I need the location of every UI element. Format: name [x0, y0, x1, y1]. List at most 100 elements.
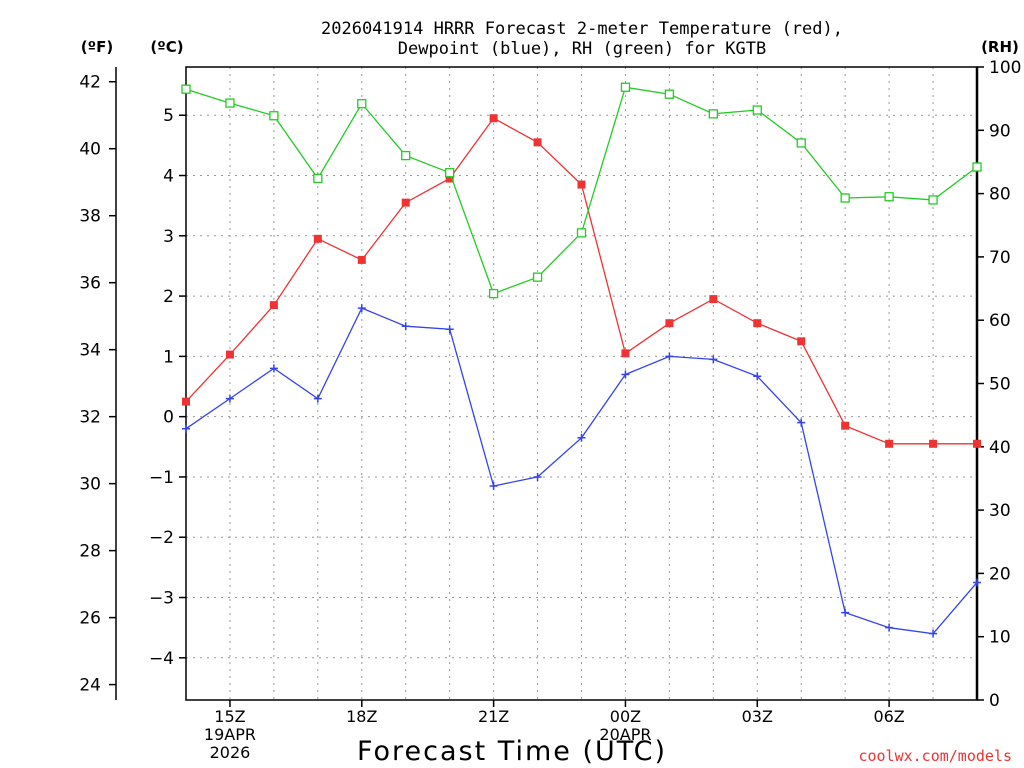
- chart-title-line-2: Dewpoint (blue), RH (green) for KGTB: [398, 39, 766, 59]
- rh-point: [401, 150, 411, 161]
- celsius-unit-label: (ºC): [150, 38, 183, 56]
- fahrenheit-tick-label: 34: [79, 341, 101, 361]
- dewpoint-point: [929, 629, 938, 638]
- temperature-point: [885, 439, 894, 448]
- celsius-tick-label: 0: [163, 408, 174, 428]
- rh-tick-label: 20: [989, 564, 1011, 584]
- dewpoint-point: [401, 322, 410, 331]
- x-tick-label: 21Z: [478, 707, 509, 726]
- dewpoint-point: [753, 372, 762, 381]
- temperature-point: [401, 198, 410, 207]
- dewpoint-point: [577, 433, 586, 442]
- x-tick-label: 00Z: [610, 707, 641, 726]
- dewpoint-point: [533, 472, 542, 481]
- fahrenheit-tick-label: 26: [79, 609, 101, 629]
- rh-point: [225, 98, 235, 108]
- temperature-point: [313, 234, 322, 243]
- rh-tick-label: 50: [989, 375, 1011, 395]
- dewpoint-line: [185, 307, 978, 635]
- fahrenheit-tick-label: 30: [79, 475, 101, 495]
- temperature-point: [929, 439, 938, 448]
- rh-line: [185, 86, 978, 295]
- x-tick-label: 2026: [210, 743, 251, 762]
- dewpoint-point: [709, 355, 718, 364]
- rh-point: [313, 173, 323, 184]
- temperature-point: [753, 319, 762, 328]
- rh-tick-label: 100: [989, 58, 1021, 78]
- temperature-point: [665, 319, 674, 328]
- dewpoint-point: [841, 608, 850, 617]
- temperature-point: [973, 439, 981, 448]
- temperature-point: [577, 180, 586, 189]
- x-tick-label: 20APR: [599, 725, 651, 744]
- dewpoint-point: [973, 578, 981, 587]
- rh-point: [928, 195, 938, 205]
- x-tick-label: 15Z: [214, 707, 245, 726]
- rh-point: [445, 168, 455, 178]
- rh-tick-label: 60: [989, 311, 1011, 331]
- fahrenheit-unit-label: (ºF): [81, 38, 113, 56]
- rh-point: [708, 109, 718, 119]
- temperature-point: [445, 174, 454, 183]
- rh-tick-label: 30: [989, 501, 1011, 521]
- rh-point: [972, 162, 982, 172]
- celsius-tick-label: 5: [163, 106, 174, 126]
- fahrenheit-tick-label: 42: [79, 73, 101, 93]
- fahrenheit-tick-label: 32: [79, 408, 101, 428]
- rh-point: [576, 228, 587, 238]
- rh-point: [840, 193, 850, 203]
- fahrenheit-tick-label: 24: [79, 676, 101, 696]
- dewpoint-point: [445, 325, 454, 334]
- temperature-point: [709, 295, 718, 304]
- temperature-point: [841, 421, 850, 430]
- rh-tick-label: 80: [989, 185, 1011, 205]
- celsius-tick-label: −3: [149, 589, 174, 609]
- rh-point: [532, 272, 543, 282]
- chart-title-line-1: 2026041914 HRRR Forecast 2-meter Tempera…: [321, 19, 843, 39]
- grid-lines: [186, 67, 977, 700]
- dewpoint-point: [182, 424, 190, 433]
- temperature-point: [269, 301, 278, 310]
- dewpoint-point: [269, 364, 278, 373]
- dewpoint-point: [225, 394, 234, 403]
- dewpoint-point: [313, 394, 322, 403]
- celsius-tick-label: 1: [163, 347, 174, 367]
- dewpoint-point: [489, 481, 498, 490]
- rh-tick-label: 70: [989, 248, 1011, 268]
- dewpoint-point: [797, 418, 806, 427]
- rh-tick-label: 0: [989, 691, 1000, 711]
- dewpoint-point: [357, 304, 366, 313]
- rh-unit-label: (RH): [981, 38, 1019, 56]
- rh-point: [796, 138, 806, 148]
- x-tick-label: 03Z: [742, 707, 773, 726]
- dewpoint-point: [621, 370, 630, 379]
- rh-point: [488, 288, 499, 299]
- temperature-point: [489, 114, 498, 123]
- dewpoint-point: [885, 623, 894, 632]
- celsius-tick-label: −4: [149, 649, 174, 669]
- chart-axes: [109, 66, 984, 707]
- rh-point: [884, 192, 894, 202]
- celsius-tick-label: 4: [163, 167, 174, 187]
- x-axis-title: Forecast Time (UTC): [357, 736, 667, 767]
- celsius-tick-label: −1: [149, 468, 174, 488]
- x-tick-label: 06Z: [873, 707, 904, 726]
- celsius-tick-label: 2: [163, 287, 174, 307]
- temperature-line: [185, 117, 977, 445]
- rh-tick-label: 40: [989, 438, 1011, 458]
- fahrenheit-tick-label: 40: [79, 140, 101, 160]
- rh-point: [620, 82, 631, 92]
- fahrenheit-tick-label: 28: [79, 542, 101, 562]
- celsius-tick-label: 3: [163, 227, 174, 247]
- rh-tick-label: 10: [989, 628, 1011, 648]
- rh-point: [269, 111, 279, 121]
- x-tick-label: 19APR: [204, 725, 256, 744]
- rh-point: [752, 105, 762, 115]
- temperature-point: [357, 255, 366, 264]
- fahrenheit-tick-label: 38: [79, 207, 101, 227]
- temperature-point: [797, 337, 806, 346]
- rh-point: [181, 84, 191, 94]
- temperature-point: [533, 138, 542, 147]
- dewpoint-point: [665, 352, 674, 361]
- rh-tick-label: 90: [989, 121, 1011, 141]
